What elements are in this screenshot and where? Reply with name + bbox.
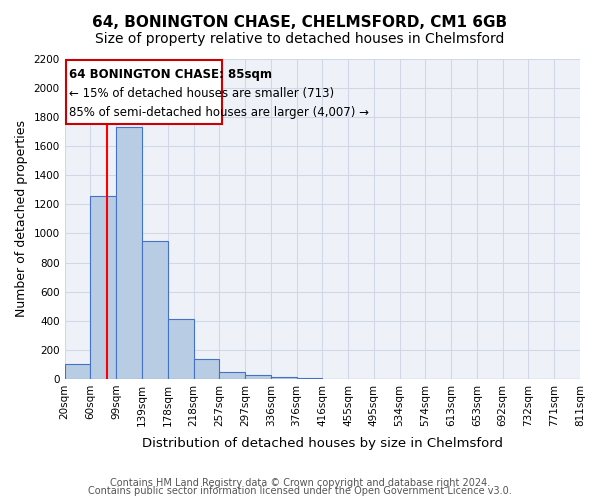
Bar <box>296 378 322 379</box>
Bar <box>65 364 91 379</box>
Text: 85% of semi-detached houses are larger (4,007) →: 85% of semi-detached houses are larger (… <box>69 106 369 118</box>
Text: Contains public sector information licensed under the Open Government Licence v3: Contains public sector information licen… <box>88 486 512 496</box>
Y-axis label: Number of detached properties: Number of detached properties <box>15 120 28 318</box>
Bar <box>91 196 116 379</box>
Bar <box>245 374 271 379</box>
Text: 64 BONINGTON CHASE: 85sqm: 64 BONINGTON CHASE: 85sqm <box>69 68 272 80</box>
Bar <box>142 241 168 379</box>
FancyBboxPatch shape <box>66 60 222 124</box>
Text: ← 15% of detached houses are smaller (713): ← 15% of detached houses are smaller (71… <box>69 86 334 100</box>
X-axis label: Distribution of detached houses by size in Chelmsford: Distribution of detached houses by size … <box>142 437 503 450</box>
Text: Contains HM Land Registry data © Crown copyright and database right 2024.: Contains HM Land Registry data © Crown c… <box>110 478 490 488</box>
Bar <box>116 128 142 379</box>
Text: 64, BONINGTON CHASE, CHELMSFORD, CM1 6GB: 64, BONINGTON CHASE, CHELMSFORD, CM1 6GB <box>92 15 508 30</box>
Text: Size of property relative to detached houses in Chelmsford: Size of property relative to detached ho… <box>95 32 505 46</box>
Bar <box>219 372 245 379</box>
Bar <box>168 320 193 379</box>
Bar <box>193 358 219 379</box>
Bar <box>271 376 296 379</box>
